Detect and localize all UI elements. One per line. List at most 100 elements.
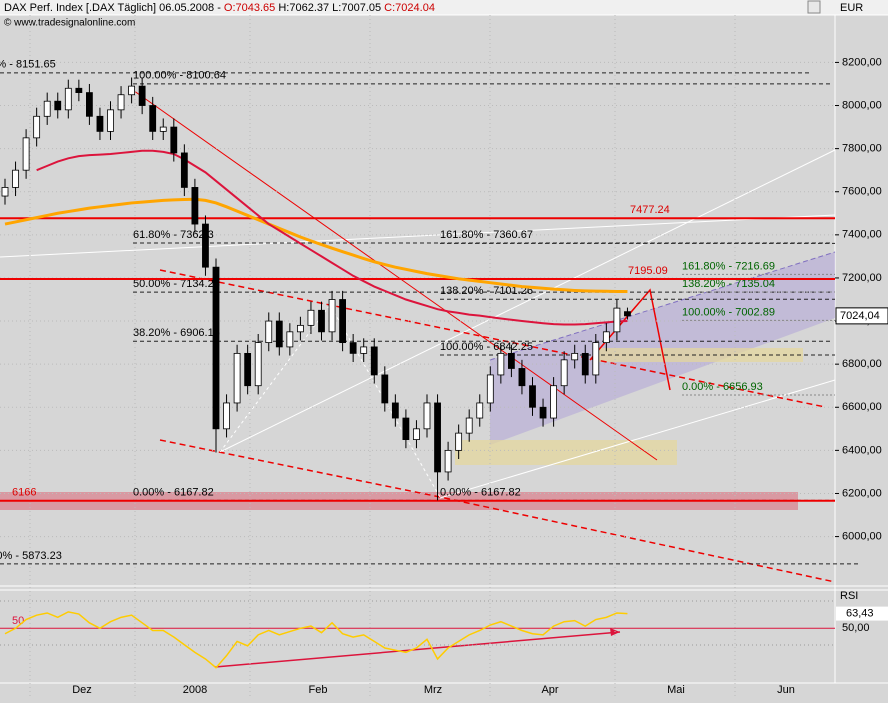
level-label: 7195.09	[628, 265, 668, 277]
candle-body	[244, 352, 252, 387]
candle-body	[391, 402, 399, 419]
x-tick-label: Jun	[777, 684, 795, 696]
candle-body	[128, 85, 136, 96]
candle-body	[318, 309, 325, 333]
y-tick-label: 6200,00	[842, 487, 882, 499]
candle-body	[138, 85, 146, 106]
candle-body	[602, 331, 610, 344]
trend-line	[159, 269, 826, 408]
projection	[589, 288, 671, 391]
channel-line	[489, 251, 836, 361]
candle-body	[149, 105, 157, 132]
candle-body	[613, 307, 621, 333]
candle-body	[307, 309, 315, 326]
rsi-tick-label: 50,00	[842, 622, 870, 634]
unit: EUR	[840, 2, 863, 14]
level-label: 0.00% - 6167.82	[440, 486, 521, 498]
candle-body	[560, 359, 568, 387]
x-tick-label: Apr	[541, 684, 558, 696]
candle-body	[223, 402, 230, 430]
y-tick-label: 7200,00	[842, 272, 882, 284]
level-label: 100.00% - 8100.64	[133, 70, 226, 82]
header-part: C:7024.04	[384, 2, 435, 14]
candle-body	[581, 352, 589, 376]
candle-body	[328, 299, 336, 333]
candle-body	[265, 320, 273, 344]
source: © www.tradesignalonline.com	[4, 18, 135, 29]
level-label: 161.80% - 7360.67	[440, 229, 533, 241]
level-label: 138.20% - 7101.26	[440, 285, 533, 297]
candle-body	[423, 402, 431, 430]
candle-body	[54, 100, 62, 111]
candle-body	[339, 299, 347, 344]
candle-body	[539, 406, 547, 419]
candle-body	[75, 87, 83, 93]
candle-body	[486, 374, 494, 404]
candle-body	[370, 346, 378, 376]
candle-body	[413, 428, 420, 440]
candle-body	[476, 402, 484, 419]
candle-body	[497, 352, 505, 376]
y-tick-label: 8000,00	[842, 99, 882, 111]
price-box	[835, 307, 888, 325]
candle-body	[550, 385, 557, 419]
y-tick-label: 6600,00	[842, 401, 882, 413]
candle-body	[254, 342, 262, 387]
y-tick-label: 6400,00	[842, 444, 882, 456]
wave-line	[219, 304, 441, 498]
candle-body	[455, 432, 463, 451]
level-label: 100.00% - 6842.25	[440, 341, 533, 353]
candle-body	[86, 92, 93, 117]
candle-body	[33, 115, 41, 139]
candle-body	[202, 223, 209, 268]
moving-average	[4, 197, 628, 294]
rsi-box	[836, 606, 888, 621]
candle-body	[381, 374, 389, 404]
y-tick-label: 6000,00	[842, 530, 882, 542]
rsi-name: RSI	[840, 590, 858, 602]
candle-body	[180, 152, 188, 188]
level-label: 0.00% - 6656.93	[682, 381, 763, 393]
candle-body	[22, 137, 30, 171]
candle-body	[507, 352, 515, 369]
candle-body	[465, 417, 473, 434]
candle-body	[624, 311, 631, 317]
window-button[interactable]	[807, 0, 821, 14]
header-part: DAX Perf. Index [.DAX Täglich] 06.05.200…	[4, 2, 224, 14]
zone	[455, 440, 677, 465]
level-label: 161.80% - 7216.69	[682, 260, 775, 272]
level-label: 6166	[12, 487, 36, 499]
candle-body	[1, 187, 9, 197]
candle-body	[107, 109, 114, 132]
trend-line	[219, 149, 836, 453]
header: DAX Perf. Index [.DAX Täglich] 06.05.200…	[4, 2, 435, 14]
x-tick-label: Dez	[72, 684, 92, 696]
moving-average	[36, 149, 628, 326]
candle-body	[12, 169, 19, 188]
x-tick-label: 2008	[183, 684, 207, 696]
x-tick-label: Mai	[667, 684, 685, 696]
trend-line	[0, 214, 836, 258]
rsi-trend	[214, 631, 621, 668]
candle-body	[117, 94, 125, 111]
trend-line	[439, 379, 836, 499]
header-part: O:7043.65	[224, 2, 275, 14]
rsi-line	[4, 611, 628, 669]
candle-body	[529, 385, 536, 408]
level-label: 100.00% - 7002.89	[682, 306, 775, 318]
level-label: 50.00% - 7134.23	[133, 278, 220, 290]
level-label: 61.80% - 7362.3	[133, 229, 214, 241]
candle-body	[64, 87, 72, 111]
level-label: 0.00% - 8151.65	[0, 59, 56, 71]
candle-body	[360, 346, 368, 354]
price-label: 7024,04	[840, 310, 880, 322]
candle-body	[212, 266, 220, 430]
header-part: H:7062.37 L:7007.05	[275, 2, 384, 14]
level-label: 7477.24	[630, 204, 670, 216]
candle-body	[349, 342, 357, 354]
candle-body	[43, 100, 51, 117]
y-tick-label: 6800,00	[842, 358, 882, 370]
candle-body	[159, 126, 167, 132]
header-bar	[0, 0, 888, 15]
level-label: 0.00% - 6167.82	[133, 486, 214, 498]
